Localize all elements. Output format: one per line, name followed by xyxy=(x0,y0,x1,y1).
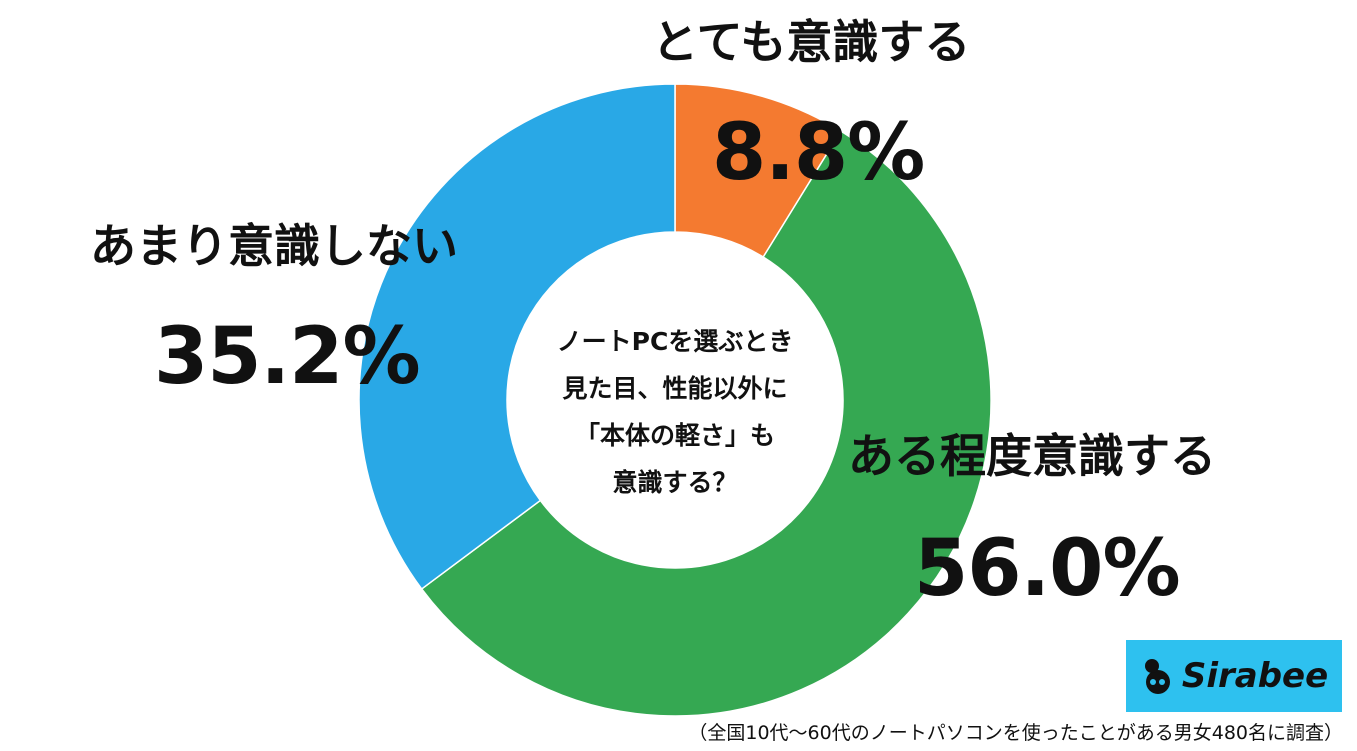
question-line-4: 意識する？ xyxy=(612,468,738,497)
slice-label-not-very-conscious: あまり意識しない xyxy=(90,219,458,273)
center-question: ノートPCを選ぶとき 見た目、性能以外に 「本体の軽さ」も 意識する？ xyxy=(515,318,835,506)
sirabee-logo-icon xyxy=(1144,659,1170,694)
slice-value-somewhat-conscious: 56.0% xyxy=(914,524,1181,614)
slice-label-very-conscious: とても意識する xyxy=(652,15,971,69)
slice-value-not-very-conscious: 35.2% xyxy=(154,312,421,402)
question-line-1: ノートPCを選ぶとき xyxy=(556,327,794,356)
question-line-2: 見た目、性能以外に xyxy=(562,374,788,403)
question-line-3: 「本体の軽さ」も xyxy=(574,421,775,450)
sirabee-logo-text: Sirabee xyxy=(1181,656,1329,696)
slice-somewhat-conscious xyxy=(420,130,992,717)
sirabee-logo: Sirabee xyxy=(1126,640,1342,712)
slice-not-very-conscious xyxy=(358,83,676,590)
survey-footnote: （全国10代〜60代のノートパソコンを使ったことがある男女480名に調査） xyxy=(688,722,1343,744)
slice-label-somewhat-conscious: ある程度意識する xyxy=(848,429,1216,483)
slice-value-very-conscious: 8.8% xyxy=(712,108,925,198)
